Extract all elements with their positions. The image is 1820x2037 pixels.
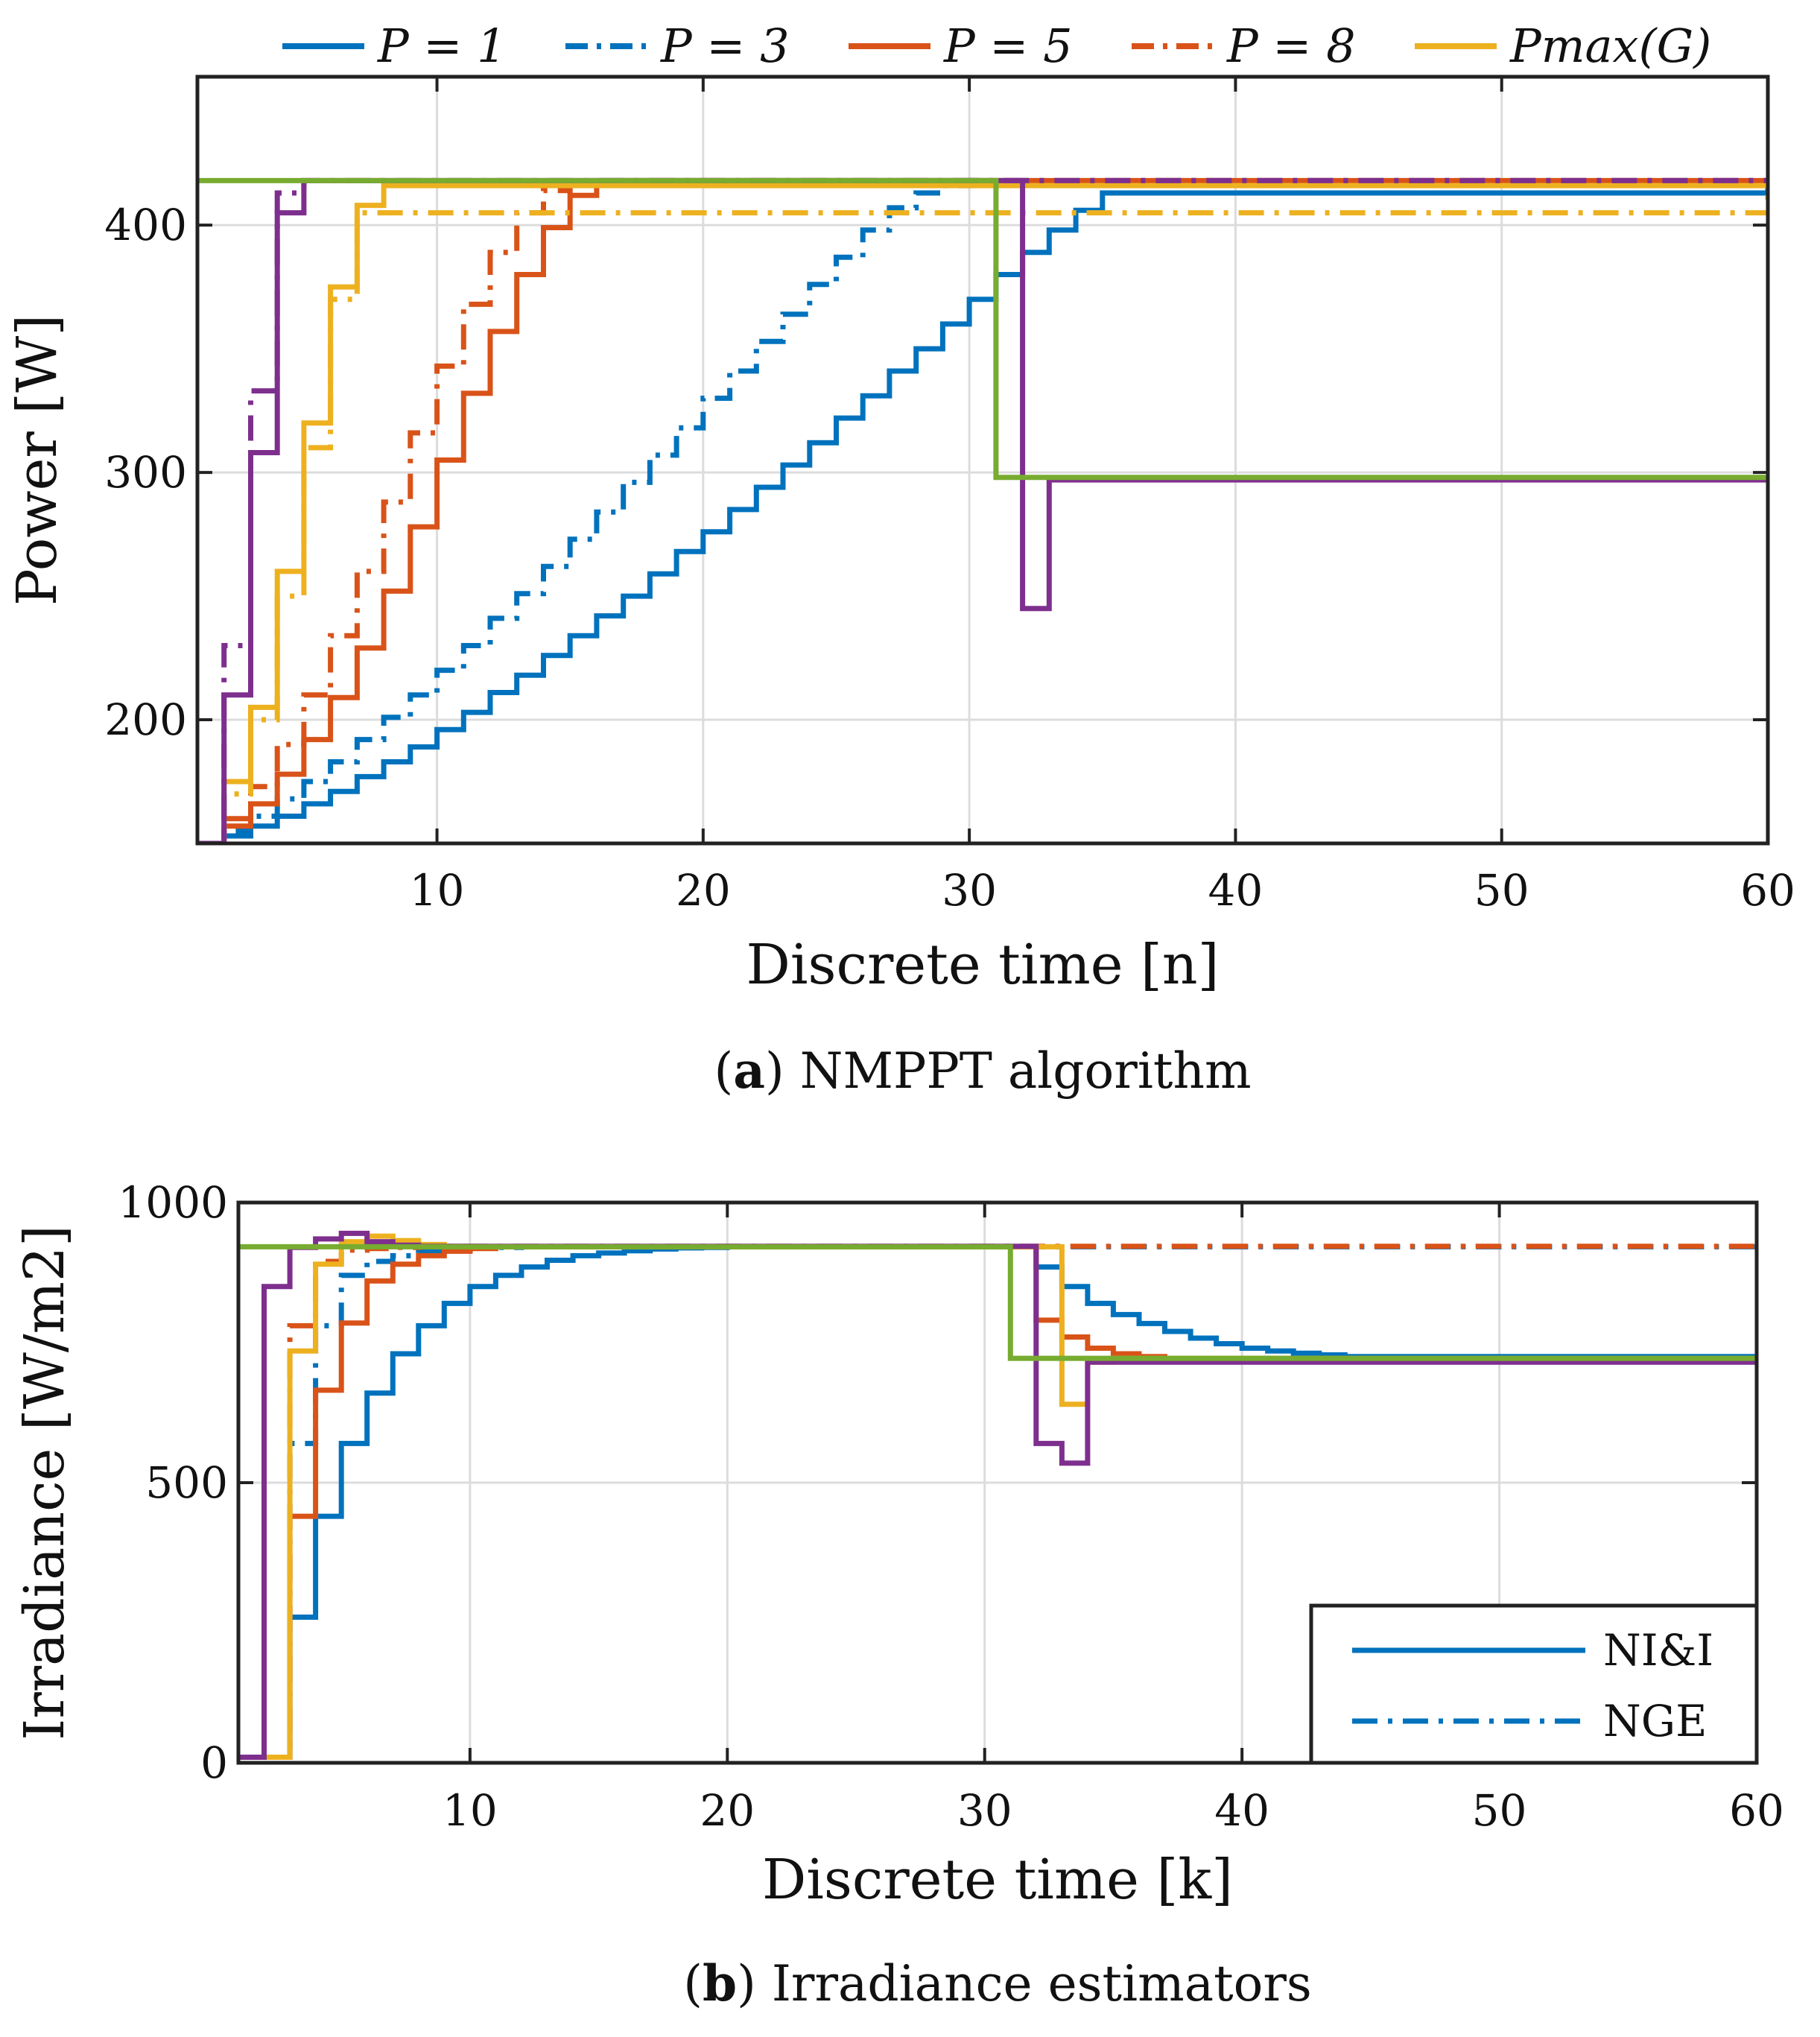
y-tick-label: 200 [104, 694, 187, 745]
caption-letter: b [703, 1954, 737, 2012]
x-tick-label: 40 [1208, 865, 1263, 916]
panel-a-chart: 10 20 30 40 50 60 200 300 400 Discrete time [n] Po… [5, 19, 1795, 1100]
series-line-5 [197, 180, 1768, 843]
series-line-7 [197, 177, 1768, 843]
legend-label-1: NI&I [1603, 1625, 1713, 1676]
y-tick-label: 1000 [118, 1177, 228, 1228]
legend-label-3: P = 5 [943, 19, 1073, 73]
y-tick-label: 300 [104, 447, 187, 498]
caption-close: ) [737, 1955, 772, 2012]
y-axis-title: Irradiance [W/m2] [13, 1225, 77, 1740]
caption-open: ( [683, 1955, 703, 2012]
y-axis-title: Power [W] [5, 314, 69, 606]
legend: NI&I NGE [1309, 1603, 1759, 1765]
caption-close: ) [765, 1042, 800, 1100]
panel-caption: (b) Irradiance estimators [683, 1954, 1312, 2012]
x-tick-label: 50 [1474, 865, 1529, 916]
series-line-3 [197, 177, 1768, 843]
series-line-6 [238, 1230, 1757, 1760]
x-tick-label: 40 [1214, 1785, 1269, 1836]
series-line-2 [264, 1244, 1757, 1760]
series-group [197, 177, 1768, 843]
series-line-1 [197, 180, 1768, 843]
caption-text: NMPPT algorithm [800, 1042, 1252, 1100]
panel-caption: (a) NMPPT algorithm [714, 1042, 1251, 1100]
legend-label-4: P = 8 [1226, 19, 1356, 73]
legend-label-1: P = 1 [377, 19, 507, 73]
x-tick-label: 30 [942, 865, 997, 916]
axes-frame [195, 75, 1770, 846]
y-tick-label: 500 [145, 1457, 228, 1508]
x-axis-title: Discrete time [n] [746, 933, 1220, 997]
series-line-7 [238, 1244, 1757, 1361]
caption-open: ( [714, 1042, 733, 1100]
x-tick-label: 20 [700, 1785, 755, 1836]
legend-box [1309, 1603, 1759, 1765]
x-tick-label: 60 [1740, 865, 1795, 916]
x-tick-label: 30 [957, 1785, 1012, 1836]
y-tick-label: 0 [200, 1737, 228, 1788]
panel-b-chart: 10 20 30 40 50 60 0 500 1000 Discrete time [k] Irr… [13, 1177, 1784, 2012]
y-tick-label: 400 [104, 200, 187, 250]
series-line-6 [197, 180, 1768, 843]
series-group [238, 1230, 1757, 1760]
legend-label-2: P = 3 [660, 19, 790, 73]
legend-label-5: Pmax(G) [1509, 19, 1711, 73]
series-line-9 [197, 177, 1768, 481]
x-axis-title: Discrete time [k] [762, 1848, 1233, 1912]
caption-text: Irradiance estimators [772, 1955, 1312, 2012]
legend-label-2: NGE [1603, 1696, 1707, 1746]
x-tick-label: 20 [676, 865, 731, 916]
legend: P = 1 P = 3 P = 5 P = 8 Pmax(G) [282, 19, 1711, 73]
series-line-8 [197, 177, 1768, 843]
x-tick-label: 10 [410, 865, 465, 916]
caption-letter: a [733, 1042, 765, 1100]
x-tick-label: 60 [1729, 1785, 1784, 1836]
x-tick-label: 10 [443, 1785, 498, 1836]
x-tick-label: 50 [1472, 1785, 1527, 1836]
